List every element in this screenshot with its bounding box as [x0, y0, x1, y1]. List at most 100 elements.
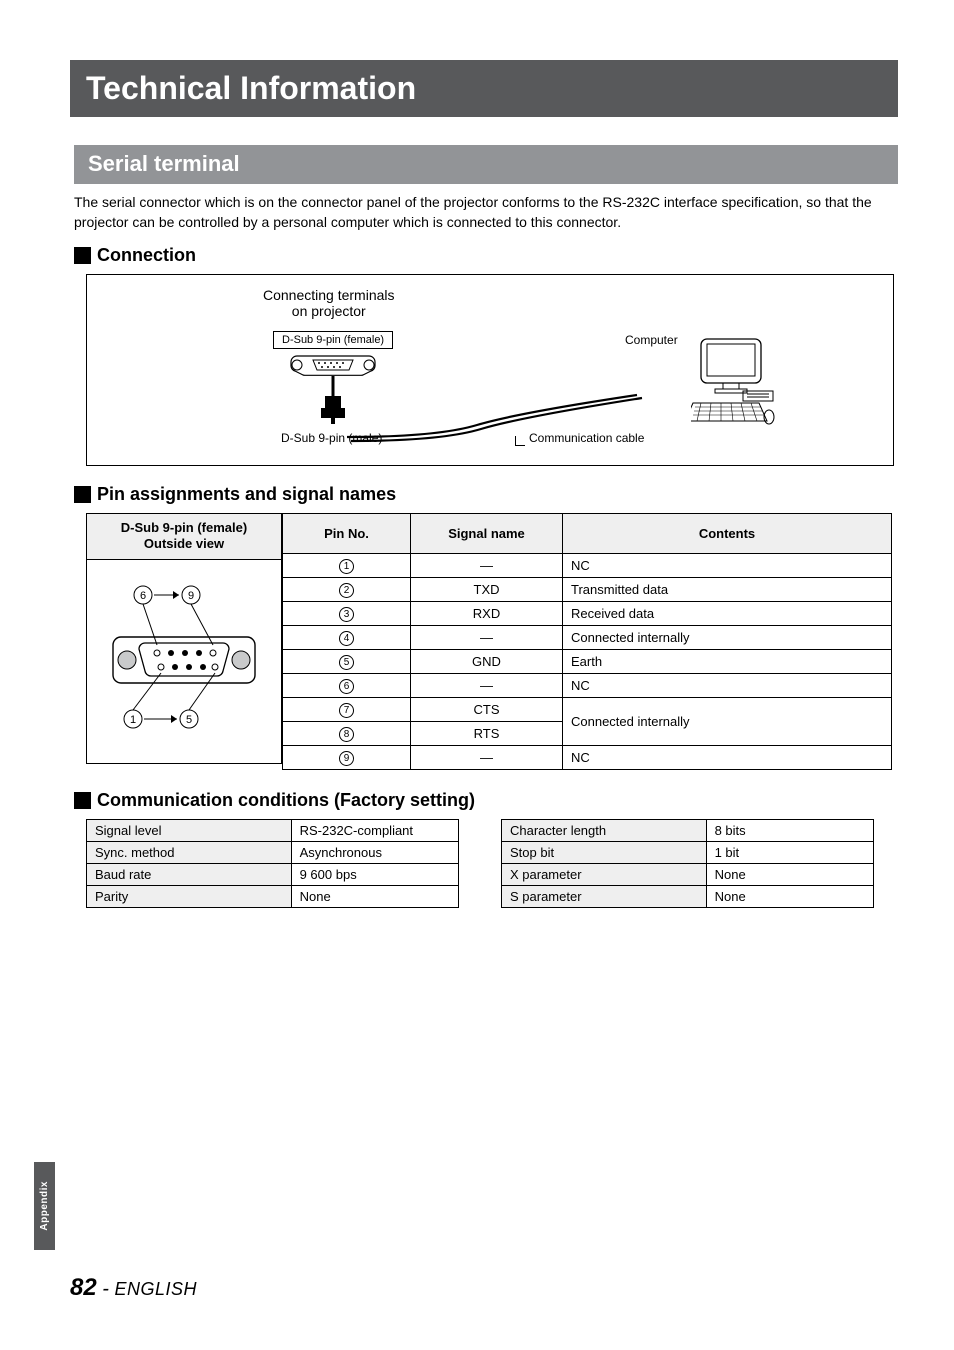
- cell-key: Baud rate: [87, 863, 292, 885]
- table-row: Sync. methodAsynchronous: [87, 841, 459, 863]
- comm-conditions-table-right: Character length8 bitsStop bit1 bitX par…: [501, 819, 874, 908]
- cell-key: X parameter: [502, 863, 707, 885]
- cell-value: RS-232C-compliant: [291, 819, 458, 841]
- cell-contents: Transmitted data: [563, 577, 892, 601]
- cell-contents: Received data: [563, 601, 892, 625]
- pin-outside-view-diagram: 6 9: [86, 560, 282, 764]
- pin-number-8: 8: [339, 727, 354, 742]
- table-row: 1 —NC: [283, 553, 892, 577]
- label-connecting-terminals: Connecting terminals on projector: [263, 287, 395, 321]
- page-footer: 82 - ENGLISH: [70, 1274, 197, 1302]
- table-row: Stop bit1 bit: [502, 841, 874, 863]
- connection-diagram: Connecting terminals on projector D-Sub …: [86, 274, 894, 466]
- table-row: X parameterNone: [502, 863, 874, 885]
- cell-key: Stop bit: [502, 841, 707, 863]
- cell-contents: Connected internally: [563, 625, 892, 649]
- side-tab-appendix: Appendix: [34, 1162, 55, 1250]
- cell-pin-no: 6: [283, 673, 411, 697]
- table-row: ParityNone: [87, 885, 459, 907]
- cell-key: Parity: [87, 885, 292, 907]
- circled-9: 9: [188, 590, 194, 602]
- cell-key: Signal level: [87, 819, 292, 841]
- label-connecting-terminals-l1: Connecting terminals: [263, 287, 395, 304]
- cell-key: Sync. method: [87, 841, 292, 863]
- side-tab-label: Appendix: [39, 1181, 50, 1231]
- cell-value: Asynchronous: [291, 841, 458, 863]
- pin-assignment-table: Pin No. Signal name Contents 1—NC2TXDTra…: [282, 513, 892, 770]
- cell-contents: NC: [563, 553, 892, 577]
- cell-pin-no: 8: [283, 721, 411, 745]
- col-contents: Contents: [563, 513, 892, 553]
- pin-number-5: 5: [339, 655, 354, 670]
- col-signal-name: Signal name: [411, 513, 563, 553]
- table-row: 3 RXDReceived data: [283, 601, 892, 625]
- cell-pin-no: 3: [283, 601, 411, 625]
- bullet-square-icon: [74, 792, 91, 809]
- cell-key: Character length: [502, 819, 707, 841]
- label-connecting-terminals-l2: on projector: [263, 303, 395, 320]
- table-row: Signal levelRS-232C-compliant: [87, 819, 459, 841]
- comm-conditions-table-left: Signal levelRS-232C-compliantSync. metho…: [86, 819, 459, 908]
- section-heading-serial-terminal: Serial terminal: [74, 145, 898, 184]
- cell-signal: —: [411, 673, 563, 697]
- page-language: ENGLISH: [114, 1279, 197, 1299]
- cell-signal: RXD: [411, 601, 563, 625]
- pin-number-2: 2: [339, 583, 354, 598]
- cell-pin-no: 2: [283, 577, 411, 601]
- label-computer: Computer: [625, 333, 678, 347]
- cell-value: 8 bits: [706, 819, 873, 841]
- cell-value: 9 600 bps: [291, 863, 458, 885]
- table-row: 4 —Connected internally: [283, 625, 892, 649]
- cell-pin-no: 1: [283, 553, 411, 577]
- circled-6: 6: [140, 590, 146, 602]
- cell-signal: —: [411, 553, 563, 577]
- cell-value: None: [706, 863, 873, 885]
- cell-signal: —: [411, 625, 563, 649]
- page-sep: -: [97, 1278, 115, 1300]
- cell-signal: GND: [411, 649, 563, 673]
- cell-value: None: [706, 885, 873, 907]
- cell-signal: —: [411, 745, 563, 769]
- label-comm-cable: Communication cable: [529, 431, 644, 445]
- pin-outside-view-l1: D-Sub 9-pin (female): [91, 520, 277, 536]
- table-row: 9—NC: [283, 745, 892, 769]
- cell-contents: Connected internally: [563, 697, 892, 745]
- cell-key: S parameter: [502, 885, 707, 907]
- pin-number-7: 7: [339, 703, 354, 718]
- page-number: 82: [70, 1274, 97, 1301]
- subheading-connection: Connection: [97, 245, 196, 266]
- lead-line-icon: [515, 436, 525, 446]
- circled-1: 1: [130, 714, 136, 726]
- bullet-square-icon: [74, 247, 91, 264]
- cell-contents: Earth: [563, 649, 892, 673]
- cell-signal: CTS: [411, 697, 563, 721]
- circled-5: 5: [186, 714, 192, 726]
- subheading-communication-conditions: Communication conditions (Factory settin…: [97, 790, 475, 811]
- label-dsub-female: D-Sub 9-pin (female): [273, 331, 393, 349]
- computer-icon: [691, 337, 775, 427]
- bullet-square-icon: [74, 486, 91, 503]
- cell-value: None: [291, 885, 458, 907]
- table-row: Baud rate9 600 bps: [87, 863, 459, 885]
- table-row: 6—NC: [283, 673, 892, 697]
- pin-number-6: 6: [339, 679, 354, 694]
- cell-pin-no: 9: [283, 745, 411, 769]
- page-title: Technical Information: [70, 60, 898, 117]
- cell-signal: RTS: [411, 721, 563, 745]
- table-row: 2 TXDTransmitted data: [283, 577, 892, 601]
- cell-value: 1 bit: [706, 841, 873, 863]
- pin-number-1: 1: [339, 559, 354, 574]
- pin-number-3: 3: [339, 607, 354, 622]
- table-row: Character length8 bits: [502, 819, 874, 841]
- pin-outside-view-header: D-Sub 9-pin (female) Outside view: [86, 513, 282, 561]
- subheading-pin-assignments: Pin assignments and signal names: [97, 484, 396, 505]
- table-row: 7CTSConnected internally: [283, 697, 892, 721]
- pin-outside-view-l2: Outside view: [91, 536, 277, 552]
- cell-pin-no: 5: [283, 649, 411, 673]
- pin-number-4: 4: [339, 631, 354, 646]
- cell-pin-no: 4: [283, 625, 411, 649]
- cell-signal: TXD: [411, 577, 563, 601]
- cell-contents: NC: [563, 745, 892, 769]
- table-row: S parameterNone: [502, 885, 874, 907]
- col-pin-no: Pin No.: [283, 513, 411, 553]
